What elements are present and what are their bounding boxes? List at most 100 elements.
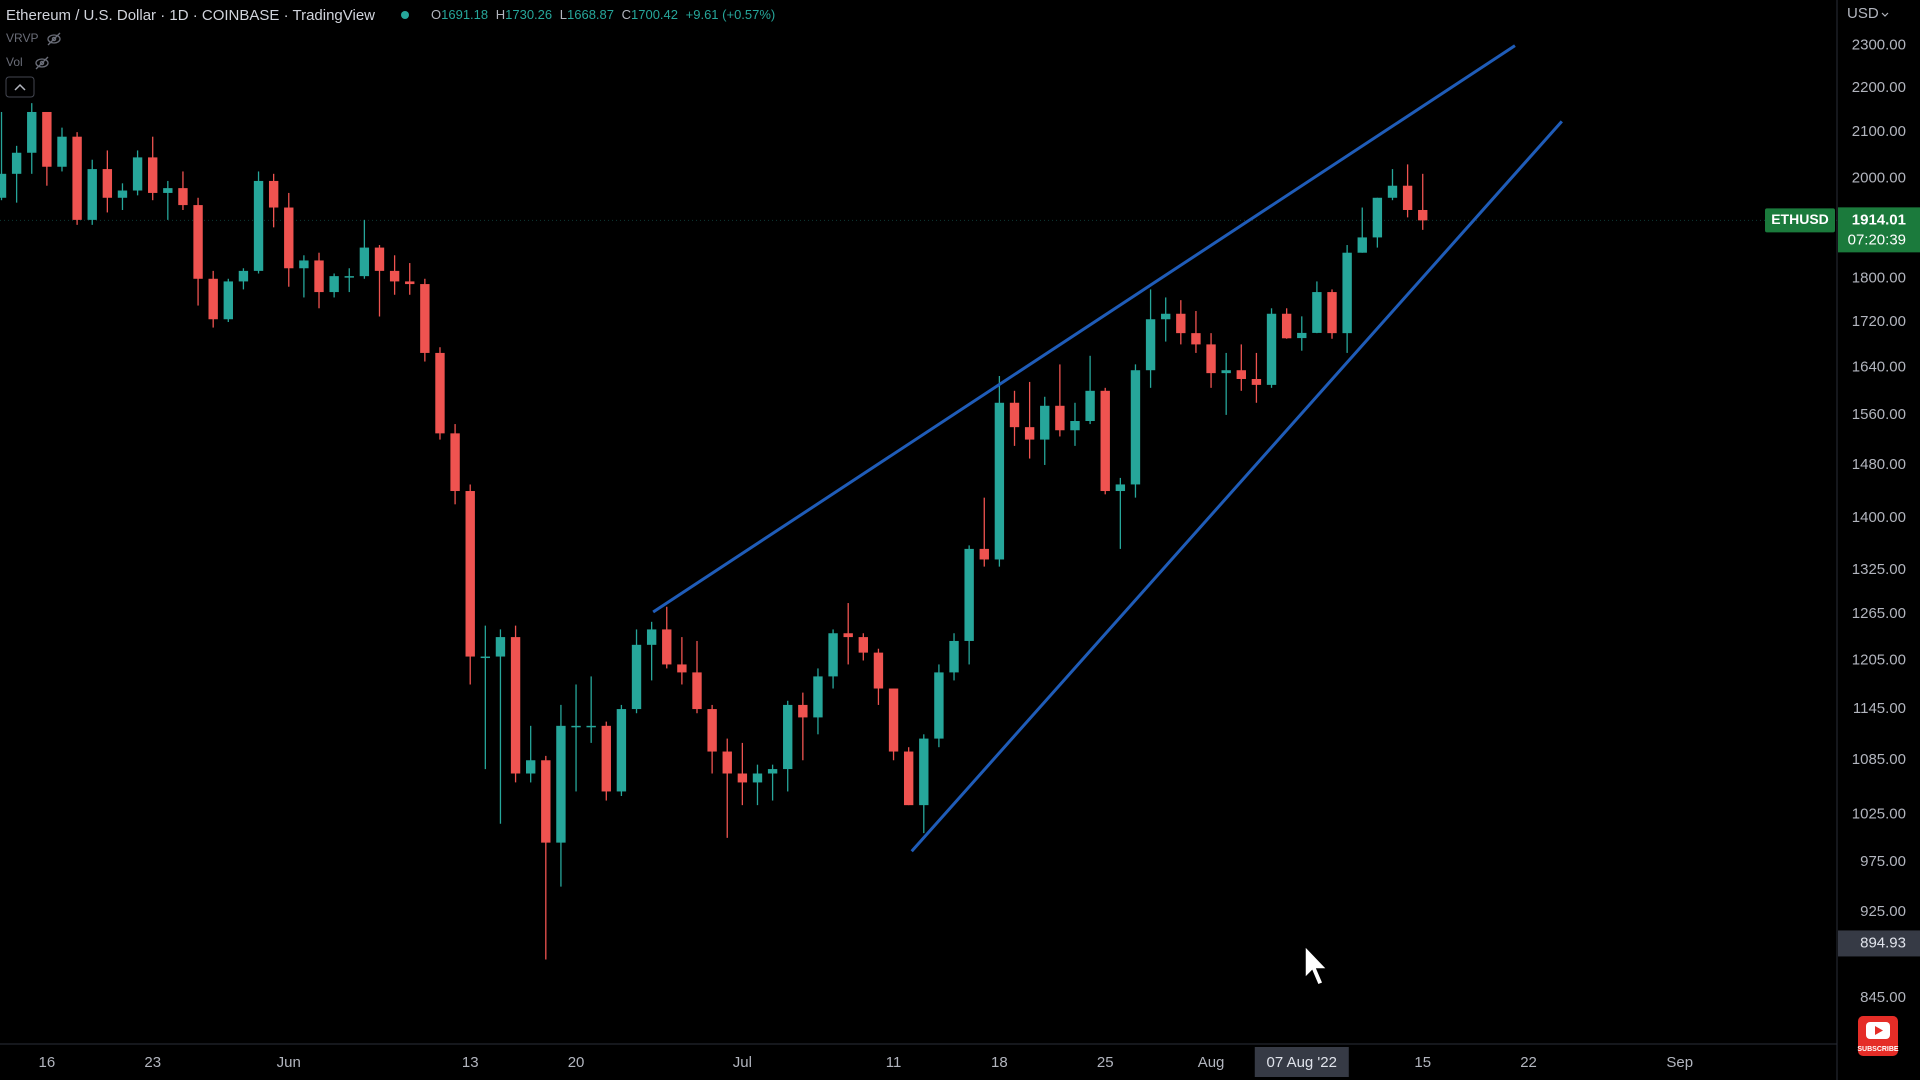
candle-body — [389, 270, 400, 282]
candle-body — [873, 652, 884, 689]
candle-body — [148, 157, 158, 193]
candle-body — [1100, 390, 1110, 492]
candle-body — [994, 402, 1005, 560]
trendline — [652, 44, 1516, 614]
candle-body — [571, 725, 581, 728]
candle-body — [646, 629, 657, 645]
candle-body — [344, 276, 354, 278]
y-tick-label: 2100.00 — [1852, 123, 1906, 140]
ohlc-value: 1668.87 — [567, 7, 614, 22]
y-tick-label: 1560.00 — [1852, 406, 1906, 423]
candle-body — [949, 640, 959, 673]
countdown-label: 07:20:39 — [1848, 231, 1906, 248]
currency-caret — [1881, 12, 1889, 17]
candle-body — [813, 676, 823, 718]
x-tick-label: Jun — [277, 1054, 301, 1071]
candle-body — [1236, 370, 1246, 379]
last-price-label: 1914.01 — [1852, 211, 1906, 228]
candle-body — [510, 637, 521, 774]
candle-body — [737, 773, 748, 783]
y-tick-label: 1800.00 — [1852, 270, 1906, 287]
candle-body — [828, 633, 838, 677]
symbol-title[interactable]: Ethereum / U.S. Dollar · 1D · COINBASE ·… — [6, 7, 375, 24]
price-tag-bg — [1838, 207, 1920, 253]
candle-body — [979, 548, 989, 560]
candle-body — [1357, 237, 1367, 253]
candle-body — [193, 205, 203, 279]
candle-body — [677, 664, 687, 673]
crosshair-price-bg — [1838, 930, 1920, 957]
candle-body — [1161, 313, 1171, 320]
y-tick-label: 1145.00 — [1853, 700, 1906, 717]
candle-body — [1251, 378, 1262, 385]
candle-body — [1342, 252, 1352, 334]
x-tick-label: 23 — [144, 1054, 161, 1071]
indicator-label[interactable]: VRVP — [6, 31, 38, 45]
collapse-button[interactable] — [5, 76, 35, 98]
candle-body — [238, 270, 249, 282]
candle-body — [526, 760, 536, 774]
candle-body — [662, 629, 672, 665]
candle-body — [1206, 344, 1216, 374]
candle-body — [1070, 421, 1080, 431]
ohlc-key: O — [431, 7, 441, 22]
candle-body — [783, 704, 793, 770]
x-tick-label: Sep — [1666, 1054, 1693, 1071]
plot-area — [0, 44, 1837, 960]
candle-body — [253, 180, 264, 271]
ohlc-change: +9.61 (+0.57%) — [686, 7, 776, 22]
candle-body — [919, 738, 929, 806]
y-tick-label: 1085.00 — [1852, 751, 1906, 768]
candle-body — [631, 644, 642, 710]
eye-hidden-icon[interactable] — [35, 56, 49, 70]
mouse-cursor — [1304, 944, 1329, 986]
indicator-label[interactable]: Vol — [6, 55, 23, 69]
candle-body — [707, 709, 717, 752]
candle-body — [888, 688, 899, 752]
candle-body — [934, 672, 944, 739]
candle-body — [1387, 185, 1398, 198]
y-tick-label: 1025.00 — [1852, 805, 1906, 822]
currency-label[interactable]: USD — [1847, 5, 1879, 22]
y-tick-label: 2200.00 — [1852, 79, 1906, 96]
candle-body — [1130, 370, 1141, 485]
trendline — [910, 120, 1563, 853]
candle-body — [1085, 390, 1095, 422]
candle-body — [374, 247, 385, 271]
candle-body — [72, 136, 82, 220]
candle-body — [132, 157, 143, 191]
candle-body — [798, 704, 808, 718]
candle-body — [1327, 292, 1337, 334]
y-tick-label: 2000.00 — [1852, 170, 1906, 187]
candle-body — [1009, 402, 1020, 428]
y-tick-label: 1720.00 — [1852, 313, 1906, 330]
candle-body — [903, 751, 914, 806]
candle-body — [178, 188, 188, 206]
candle-body — [42, 111, 52, 167]
candle-body — [964, 548, 974, 641]
candle-body — [1281, 313, 1292, 339]
candle-body — [117, 190, 128, 198]
candle-body — [450, 433, 460, 492]
subscribe-badge[interactable]: SUBSCRIBE — [1857, 1016, 1899, 1056]
candle-body — [767, 769, 778, 774]
candle-body — [223, 281, 233, 320]
candle-body — [314, 260, 324, 293]
candle-body — [1191, 333, 1201, 345]
y-tick-label: 1640.00 — [1852, 358, 1906, 375]
candle-body — [1055, 405, 1065, 431]
x-tick-label: 22 — [1520, 1054, 1537, 1071]
eye-hidden-icon[interactable] — [47, 32, 61, 46]
y-tick-label: 1265.00 — [1852, 605, 1906, 622]
ohlc-value: 1691.18 — [441, 7, 488, 22]
candle-body — [268, 180, 279, 208]
candle-body — [752, 773, 763, 783]
candle-body — [616, 709, 627, 792]
candle-body — [1145, 319, 1156, 371]
candle-body — [858, 637, 869, 653]
candle-body — [329, 276, 339, 293]
candle-body — [57, 136, 67, 167]
x-tick-label: 20 — [568, 1054, 585, 1071]
x-tick-label: 13 — [462, 1054, 479, 1071]
